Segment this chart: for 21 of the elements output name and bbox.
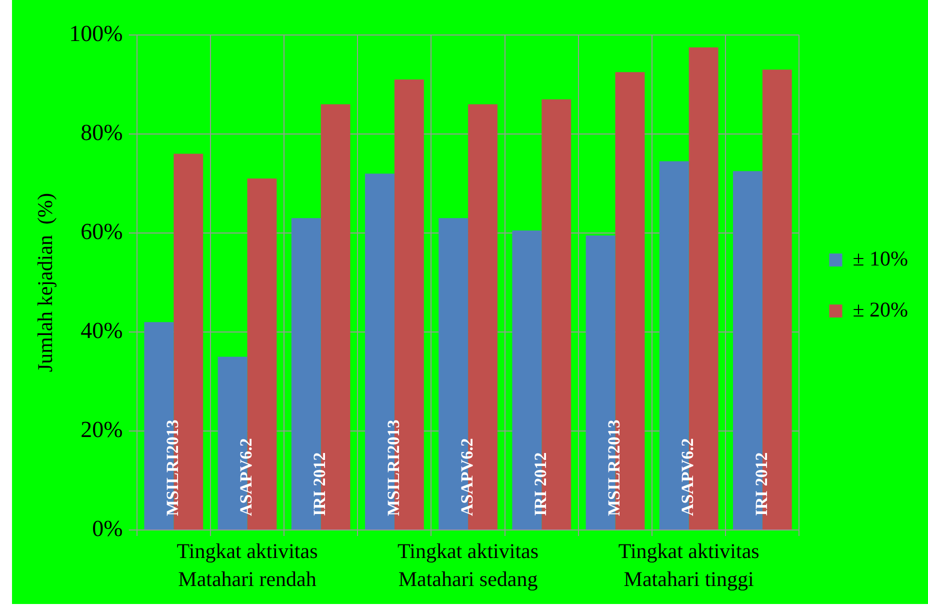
text: Tingkat aktivitas Matahari tinggi xyxy=(618,539,760,592)
x-tick-label: MSILRI2013 xyxy=(163,420,182,516)
x-tick-label: IRI 2012 xyxy=(752,452,771,516)
x-tick-label: IRI 2012 xyxy=(531,452,550,516)
x-tick-label: ASAPV6.2 xyxy=(236,438,256,516)
y-tick-label: 80% xyxy=(80,120,123,146)
x-tick-label: ASAPV6.2 xyxy=(678,438,698,516)
y-tick-label: 40% xyxy=(80,318,123,344)
y-tick-label: 60% xyxy=(80,219,123,244)
legend-label: ± 10% xyxy=(852,246,908,271)
y-tick-label: 20% xyxy=(80,417,123,442)
text: Tingkat aktivitas Matahari rendah xyxy=(176,539,318,592)
x-tick-label: IRI 2012 xyxy=(310,452,330,516)
x-tick-label: ASAPV6.2 xyxy=(457,438,476,516)
y-axis-title: Jumlah kejadian (%) xyxy=(33,192,58,372)
y-tick-label: 0% xyxy=(92,516,123,542)
x-tick-label: MSILRI2013 xyxy=(604,420,624,516)
text: Tingkat aktivitas Matahari sedang xyxy=(398,539,539,592)
x-tick-label: MSILRI2013 xyxy=(384,420,403,516)
legend-label: ± 20% xyxy=(852,298,908,322)
y-tick-label: 100% xyxy=(69,21,123,46)
